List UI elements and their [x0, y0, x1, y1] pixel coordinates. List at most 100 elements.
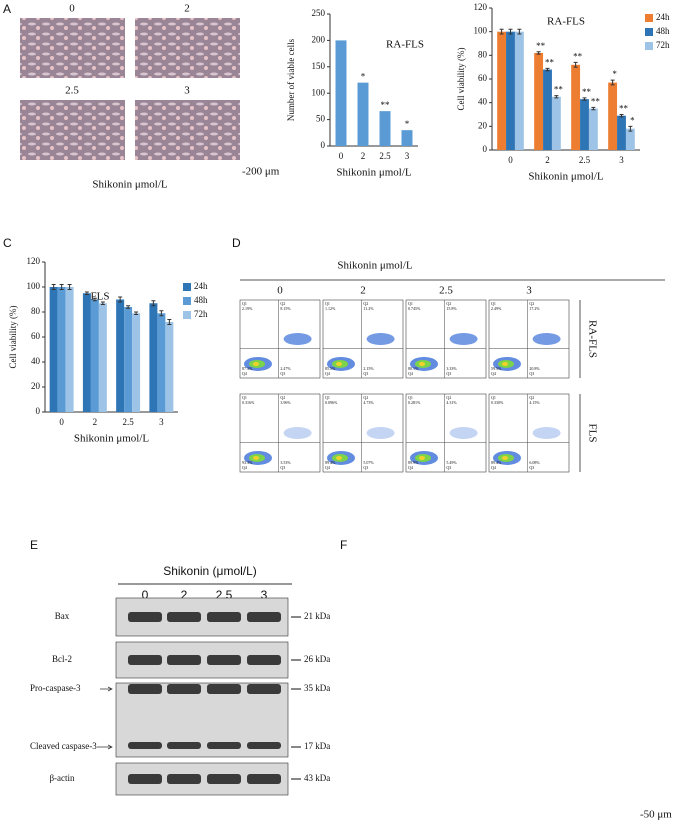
legend-swatch: [183, 297, 191, 305]
bar: [165, 322, 174, 412]
quadrant-value: 20.8%: [529, 366, 540, 371]
quadrant-name: Q2: [446, 395, 451, 400]
quadrant-name: Q3: [280, 465, 285, 470]
quadrant-name: Q4: [242, 465, 247, 470]
quadrant-name: Q1: [325, 301, 330, 306]
blot-band: [167, 655, 201, 665]
blot-band: [247, 742, 281, 749]
error-bar: [499, 28, 504, 35]
y-tick-label: 80: [478, 49, 488, 59]
population: [419, 361, 425, 366]
quadrant-value: 3.96%: [280, 400, 291, 405]
quadrant-name: Q4: [491, 465, 496, 470]
bar: [625, 128, 635, 150]
quadrant-value: 89.9%: [408, 460, 419, 465]
panel-label: D: [232, 236, 241, 250]
band-size: 43 kDa: [304, 773, 330, 783]
y-tick-label: 60: [478, 73, 488, 83]
image-label: 0: [69, 3, 75, 15]
band-name: β-actin: [49, 773, 75, 783]
quadrant-value: 4.31%: [446, 400, 457, 405]
y-tick-label: 20: [31, 381, 41, 391]
quadrant-name: Q3: [529, 371, 534, 376]
error-bar: [628, 125, 633, 132]
arrow: [100, 686, 113, 692]
panel-label: E: [30, 538, 38, 552]
y-tick-label: 40: [31, 356, 41, 366]
quadrant-value: 5.49%: [446, 460, 457, 465]
legend-label: 48h: [194, 295, 208, 305]
panel-label: F: [340, 538, 347, 552]
error-bar: [51, 284, 56, 290]
x-tick-label: 2.5: [579, 155, 591, 165]
blot-band: [207, 684, 241, 694]
quadrant-value: 1.12%: [325, 306, 336, 311]
bar: [82, 293, 91, 412]
blot-band: [128, 774, 162, 784]
blot-band: [207, 612, 241, 622]
error-bar: [573, 61, 578, 68]
y-axis-label: Cell viability (%): [8, 306, 18, 369]
bar: [617, 115, 626, 150]
significance-label: **: [619, 104, 629, 114]
population: [532, 427, 561, 439]
error-bar: [545, 67, 550, 72]
error-bar: [59, 284, 64, 290]
y-tick-label: 200: [312, 34, 326, 44]
significance-label: **: [573, 51, 583, 61]
quadrant-value: 0.316%: [242, 400, 255, 405]
y-tick-label: 60: [31, 331, 41, 341]
x-tick-label: 2: [545, 155, 550, 165]
bar: [90, 299, 99, 412]
error-bar: [508, 28, 513, 35]
column-label: 2: [360, 285, 366, 297]
column-label: 2.5: [439, 285, 453, 297]
population: [283, 333, 312, 345]
population: [366, 427, 395, 439]
error-bar: [591, 106, 596, 111]
image-label: 2.5: [65, 85, 79, 97]
band-name: Pro-caspase-3: [30, 683, 81, 693]
quadrant-value: 89.4%: [491, 460, 502, 465]
band-name: Bax: [55, 611, 70, 621]
error-bar: [159, 310, 164, 317]
quadrant-name: Q2: [363, 395, 368, 400]
y-tick-label: 100: [312, 87, 326, 97]
blot-band: [247, 612, 281, 622]
y-tick-label: 20: [478, 120, 488, 130]
significance-label: **: [381, 100, 391, 110]
quadrant-value: 59.5%: [491, 366, 502, 371]
micrograph: [20, 18, 240, 160]
legend-swatch: [183, 283, 191, 291]
bar: [116, 299, 125, 412]
significance-label: *: [612, 69, 617, 79]
quadrant-name: Q3: [446, 371, 451, 376]
error-bar: [118, 296, 123, 303]
quadrant-value: 2.15%: [363, 366, 374, 371]
quadrant-name: Q4: [325, 371, 330, 376]
blot-band: [128, 612, 162, 622]
quadrant-name: Q3: [280, 371, 285, 376]
significance-label: **: [536, 41, 546, 51]
quadrant-value: 87.3%: [242, 366, 253, 371]
blot-band: [247, 774, 281, 784]
population: [253, 455, 259, 460]
quadrant-name: Q1: [491, 301, 496, 306]
bar: [534, 52, 544, 150]
quadrant-name: Q2: [280, 301, 285, 306]
quadrant-name: Q1: [408, 301, 413, 306]
blot-band: [247, 655, 281, 665]
legend-label: 72h: [194, 309, 208, 319]
legend-swatch: [183, 311, 191, 319]
significance-label: *: [405, 119, 410, 129]
chart-annotation: RA-FLS: [547, 16, 585, 28]
population: [449, 333, 478, 345]
quadrant-name: Q1: [242, 301, 247, 306]
bar: [49, 287, 58, 412]
population: [336, 455, 342, 460]
error-bar: [619, 114, 624, 118]
quadrant-name: Q2: [529, 395, 534, 400]
population: [502, 455, 508, 460]
y-tick-label: 250: [312, 8, 326, 18]
